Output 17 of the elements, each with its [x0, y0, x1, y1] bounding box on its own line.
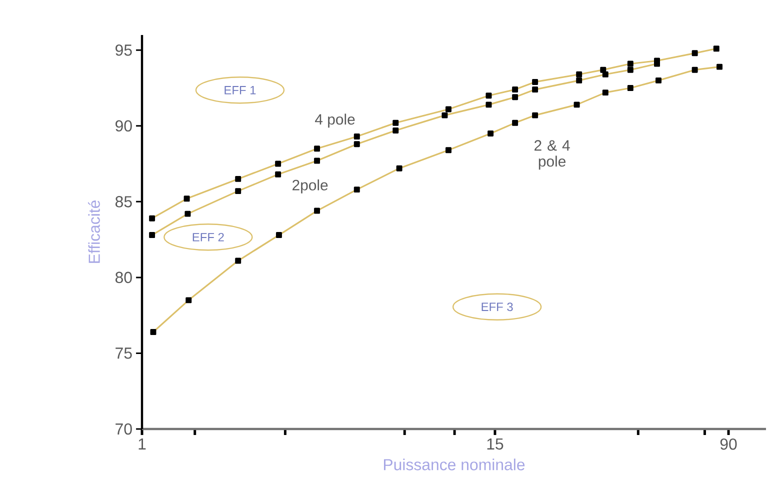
- y-tick-label: 95: [116, 44, 132, 56]
- annotation: EFF 2: [192, 232, 224, 242]
- x-tick-label: 1: [138, 438, 146, 450]
- annotation: EFF 3: [482, 302, 513, 312]
- y-tick-label: 75: [116, 348, 132, 359]
- series-label: 2 & 4 pole: [534, 140, 570, 170]
- y-tick-label: 90: [116, 120, 132, 132]
- annotation: EFF 1: [224, 86, 256, 94]
- y-tick-label: 85: [115, 196, 132, 208]
- y-tick-label: 80: [115, 272, 132, 284]
- series-label: 2pole: [292, 179, 328, 194]
- x-tick-label: 90: [720, 438, 737, 450]
- series-label: 4 pole: [315, 114, 355, 128]
- x-tick-label: 15: [487, 438, 504, 450]
- y-axis-title: Efficacité: [88, 200, 100, 263]
- y-tick-label: 70: [116, 423, 132, 435]
- x-axis-title: Puissance nominale: [384, 458, 525, 470]
